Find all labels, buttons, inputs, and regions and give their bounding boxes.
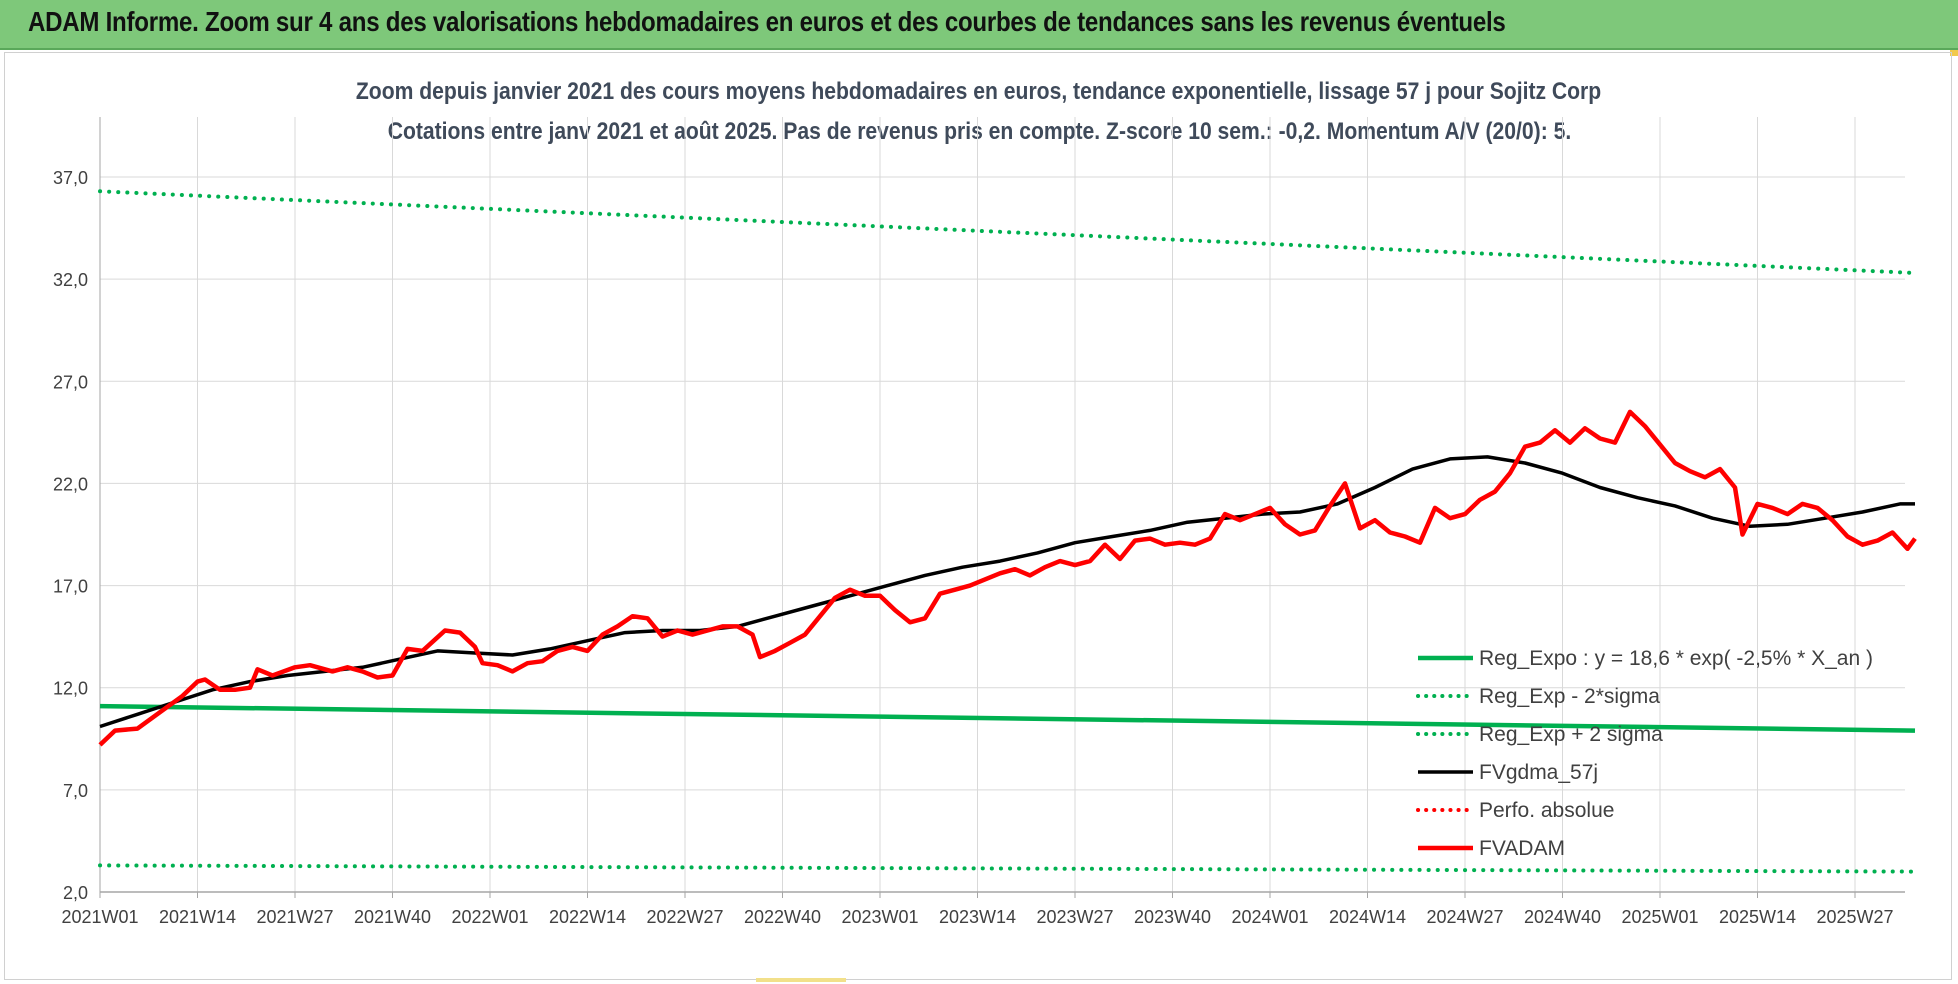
y-tick-label: 2,0 bbox=[63, 883, 88, 903]
y-tick-label: 17,0 bbox=[53, 577, 88, 597]
report-banner: ADAM Informe. Zoom sur 4 ans des valoris… bbox=[0, 0, 1958, 50]
x-tick-label: 2023W14 bbox=[939, 907, 1016, 927]
x-tick-label: 2023W01 bbox=[841, 907, 918, 927]
legend-label-2: Reg_Exp + 2 sigma bbox=[1479, 723, 1663, 746]
y-tick-label: 12,0 bbox=[53, 679, 88, 699]
series-line-3 bbox=[99, 455, 1915, 729]
x-tick-label: 2022W01 bbox=[451, 907, 528, 927]
series-line-1 bbox=[98, 863, 1917, 874]
legend-label-1: Reg_Exp - 2*sigma bbox=[1479, 685, 1660, 708]
x-tick-label: 2024W14 bbox=[1329, 907, 1406, 927]
y-tick-label: 37,0 bbox=[53, 168, 88, 188]
series-line-0 bbox=[99, 703, 1916, 733]
legend-label-4: Perfo. absolue bbox=[1479, 799, 1614, 822]
chart-subtitle-line2: Cotations entre janv 2021 et août 2025. … bbox=[387, 118, 1571, 145]
axes: 2,0 7,0 12,0 17,0 22,0 27,0 32,0 37,0 2021W01 202… bbox=[53, 117, 1905, 927]
bottom-marker bbox=[756, 978, 846, 982]
legend-label-5: FVADAM bbox=[1479, 837, 1565, 860]
gridlines bbox=[99, 117, 1905, 893]
x-tick-label: 2022W27 bbox=[646, 907, 723, 927]
chart-subtitle-line1: Zoom depuis janvier 2021 des cours moyen… bbox=[356, 78, 1602, 105]
series-layer bbox=[98, 189, 1917, 874]
chart-frame bbox=[4, 52, 1952, 980]
x-tick-label: 2021W40 bbox=[354, 907, 431, 927]
y-tick-label: 32,0 bbox=[53, 270, 88, 290]
x-tick-label: 2022W14 bbox=[549, 907, 626, 927]
y-tick-label: 7,0 bbox=[63, 781, 88, 801]
chart-subtitle-line2-container: Cotations entre janv 2021 et août 2025. … bbox=[0, 118, 1958, 146]
series-line-2 bbox=[98, 189, 1917, 275]
legend-label-0: Reg_Expo : y = 18,6 * exp( -2,5% * X_an … bbox=[1479, 647, 1873, 670]
x-tick-label: 2021W27 bbox=[256, 907, 333, 927]
corner-marker bbox=[1950, 50, 1958, 56]
x-tick-label: 2025W01 bbox=[1621, 907, 1698, 927]
x-tick-label: 2023W40 bbox=[1134, 907, 1211, 927]
report-title: ADAM Informe. Zoom sur 4 ans des valoris… bbox=[28, 6, 1506, 37]
x-tick-label: 2024W01 bbox=[1231, 907, 1308, 927]
x-tick-label: 2021W14 bbox=[159, 907, 236, 927]
x-tick-label: 2022W40 bbox=[744, 907, 821, 927]
x-tick-label: 2025W27 bbox=[1816, 907, 1893, 927]
x-tick-label: 2021W01 bbox=[61, 907, 138, 927]
legend-label-3: FVgdma_57j bbox=[1479, 761, 1598, 784]
x-tick-label: 2025W14 bbox=[1719, 907, 1796, 927]
y-tick-label: 22,0 bbox=[53, 474, 88, 494]
y-tick-label: 27,0 bbox=[53, 372, 88, 392]
x-tick-label: 2024W40 bbox=[1524, 907, 1601, 927]
legend: Reg_Expo : y = 18,6 * exp( -2,5% * X_an … bbox=[1416, 647, 1873, 860]
x-tick-label: 2023W27 bbox=[1036, 907, 1113, 927]
series-line-5 bbox=[98, 409, 1917, 747]
x-tick-label: 2024W27 bbox=[1426, 907, 1503, 927]
chart-subtitle-line1-container: Zoom depuis janvier 2021 des cours moyen… bbox=[0, 78, 1958, 106]
